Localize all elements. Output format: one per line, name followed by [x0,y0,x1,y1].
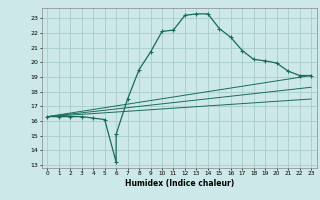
X-axis label: Humidex (Indice chaleur): Humidex (Indice chaleur) [124,179,234,188]
